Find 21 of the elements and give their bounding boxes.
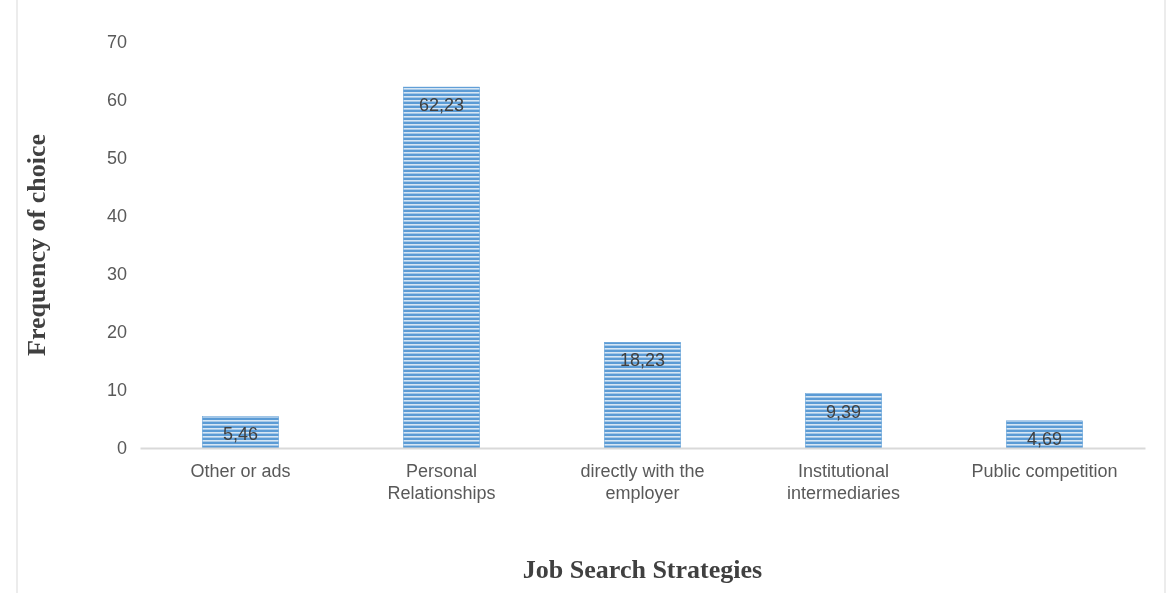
y-tick-label: 50 — [106, 148, 127, 169]
data-label: 9,39 — [825, 401, 862, 422]
x-tick-label: directly with the employer — [580, 460, 705, 504]
y-tick-label: 60 — [106, 90, 127, 111]
x-tick-label: Personal Relationships — [387, 460, 496, 504]
y-tick-label: 10 — [106, 380, 127, 401]
bar — [604, 342, 681, 449]
bar — [403, 86, 480, 449]
y-tick-label: 0 — [116, 438, 127, 459]
y-tick-label: 40 — [106, 206, 127, 227]
x-axis-title: Job Search Strategies — [522, 555, 763, 584]
bar — [805, 393, 882, 449]
y-tick-label: 20 — [106, 322, 127, 343]
data-label: 18,23 — [619, 350, 666, 371]
data-label: 62,23 — [418, 95, 465, 116]
y-tick-label: 70 — [106, 32, 127, 53]
x-tick-label: Institutional intermediaries — [786, 460, 901, 504]
x-tick-label: Other or ads — [190, 460, 291, 481]
y-axis-title: Frequency of choice — [22, 134, 51, 356]
y-tick-label: 30 — [106, 264, 127, 285]
x-tick-label: Public competition — [971, 460, 1118, 481]
